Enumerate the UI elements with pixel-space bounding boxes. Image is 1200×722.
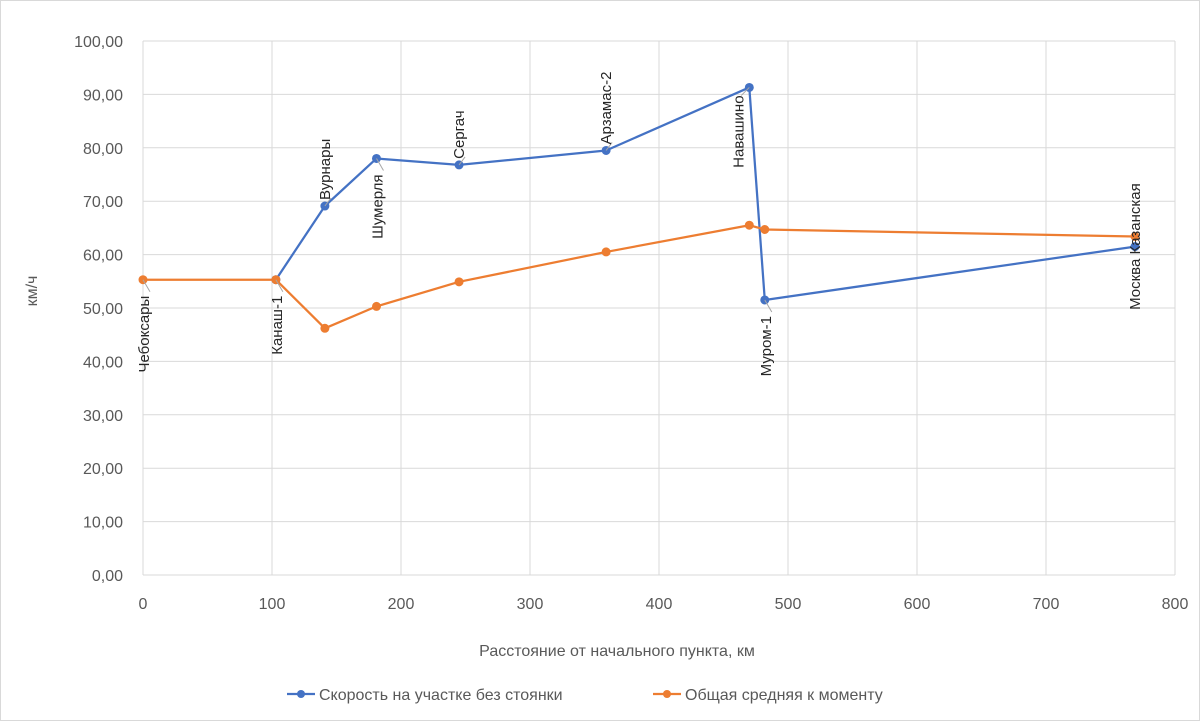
data-point (744, 220, 754, 230)
y-tick-label: 90,00 (83, 87, 123, 104)
y-tick-label: 60,00 (83, 248, 123, 265)
point-label: Канаш-1 (269, 296, 286, 355)
point-label: Муром-1 (758, 316, 775, 376)
x-tick-label: 600 (904, 596, 931, 613)
label-leader-line (458, 156, 466, 166)
legend: Скорость на участке без стоянки Общая сре… (287, 687, 883, 704)
label-layer: Чебоксары Канаш-1 Вурнары Шумерля Сергач Арза… (136, 72, 1144, 377)
x-tick-label: 400 (646, 596, 673, 613)
series-line (143, 224, 1136, 330)
y-tick-label: 100,00 (74, 34, 123, 51)
axis-layer: 0 100 200 300 400 500 600 700 800 0,00 10,00 20,00 3… (24, 34, 1188, 660)
x-tick-label: 0 (139, 596, 148, 613)
y-tick-label: 0,00 (92, 568, 123, 585)
y-axis-title: км/ч (24, 276, 41, 307)
point-label: Вурнары (317, 139, 334, 200)
y-tick-label: 10,00 (83, 515, 123, 532)
data-point (454, 277, 464, 287)
point-label: Чебоксары (136, 296, 153, 373)
data-point (320, 323, 330, 333)
data-point (760, 225, 770, 235)
label-leader-line (764, 299, 773, 313)
x-tick-label: 700 (1033, 596, 1060, 613)
series-layer (138, 82, 1140, 333)
x-tick-label: 800 (1162, 596, 1189, 613)
x-axis-title: Расстояние от начального пункта, км (479, 643, 755, 660)
y-tick-label: 70,00 (83, 194, 123, 211)
series-line (274, 86, 1136, 302)
x-tick-label: 300 (517, 596, 544, 613)
label-leader-line (324, 197, 332, 207)
data-point (371, 301, 381, 311)
data-point (601, 247, 611, 257)
label-leader-line (605, 142, 613, 151)
legend-label: Скорость на участке без стоянки (319, 687, 563, 704)
y-tick-label: 30,00 (83, 408, 123, 425)
y-tick-label: 80,00 (83, 141, 123, 158)
label-leader-line (740, 87, 750, 96)
legend-marker (663, 690, 671, 698)
x-tick-label: 200 (388, 596, 415, 613)
point-label: Шумерля (369, 174, 386, 238)
point-label: Арзамас-2 (598, 72, 615, 145)
point-label: Сергач (451, 110, 468, 159)
label-leader-line (275, 279, 284, 292)
point-label: Москва Казанская (1127, 183, 1144, 310)
grid-layer (142, 40, 1176, 576)
y-tick-label: 20,00 (83, 461, 123, 478)
data-point (1130, 231, 1140, 241)
x-tick-label: 100 (259, 596, 286, 613)
x-tick-label: 500 (775, 596, 802, 613)
label-leader-line (142, 279, 151, 292)
data-point (1130, 242, 1140, 252)
legend-label: Общая средняя к моменту (685, 687, 883, 704)
label-leader-line (376, 158, 384, 171)
legend-marker (297, 690, 305, 698)
y-tick-label: 50,00 (83, 301, 123, 318)
point-label: Навашино (730, 95, 747, 167)
y-tick-label: 40,00 (83, 354, 123, 371)
